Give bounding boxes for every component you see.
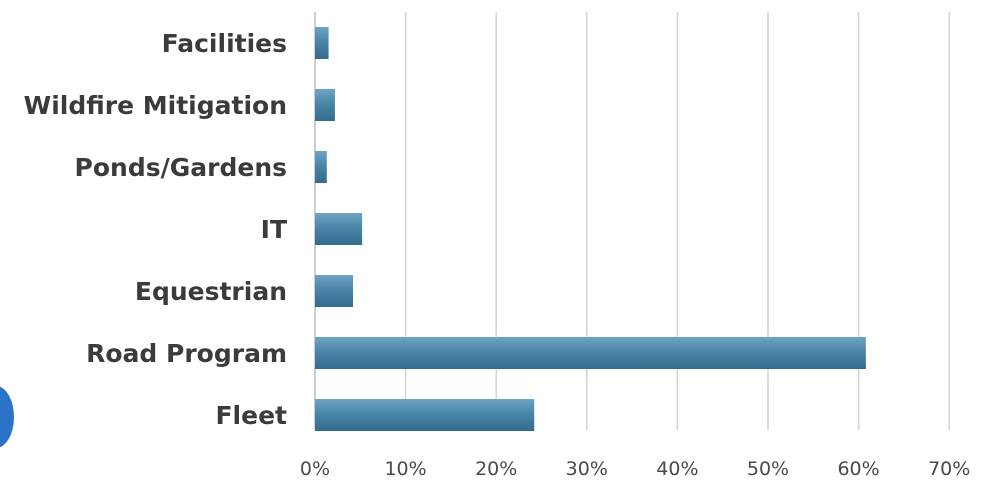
bar-fleet — [315, 399, 535, 431]
bars — [315, 27, 866, 431]
bar-ponds-gardens — [315, 151, 327, 183]
category-label: Facilities — [162, 29, 287, 58]
x-tick-label: 10% — [384, 458, 426, 480]
x-tick-label: 40% — [656, 458, 698, 480]
partial-blue-circle — [0, 386, 14, 448]
x-tick-label: 60% — [837, 458, 879, 480]
bar-equestrian — [315, 275, 354, 307]
bar-facilities — [315, 27, 329, 59]
x-axis-tick-labels: 0% 10% 20% 30% 40% 50% 60% 70% — [300, 458, 970, 480]
bar-wildfire-mitigation — [315, 89, 335, 121]
category-labels: Facilities Wildfire Mitigation Ponds/Garde… — [24, 29, 287, 430]
x-tick-label: 0% — [300, 458, 330, 480]
bar-road-program — [315, 337, 866, 369]
x-tick-label: 30% — [566, 458, 608, 480]
category-label: Road Program — [86, 339, 287, 368]
category-label: Wildfire Mitigation — [24, 91, 287, 120]
x-tick-label: 70% — [928, 458, 970, 480]
x-tick-label: 50% — [747, 458, 789, 480]
x-tick-label: 20% — [475, 458, 517, 480]
category-label: IT — [261, 215, 287, 244]
bar-it — [315, 213, 363, 245]
category-label: Equestrian — [135, 277, 287, 306]
category-label: Ponds/Gardens — [75, 153, 287, 182]
category-label: Fleet — [215, 401, 287, 430]
